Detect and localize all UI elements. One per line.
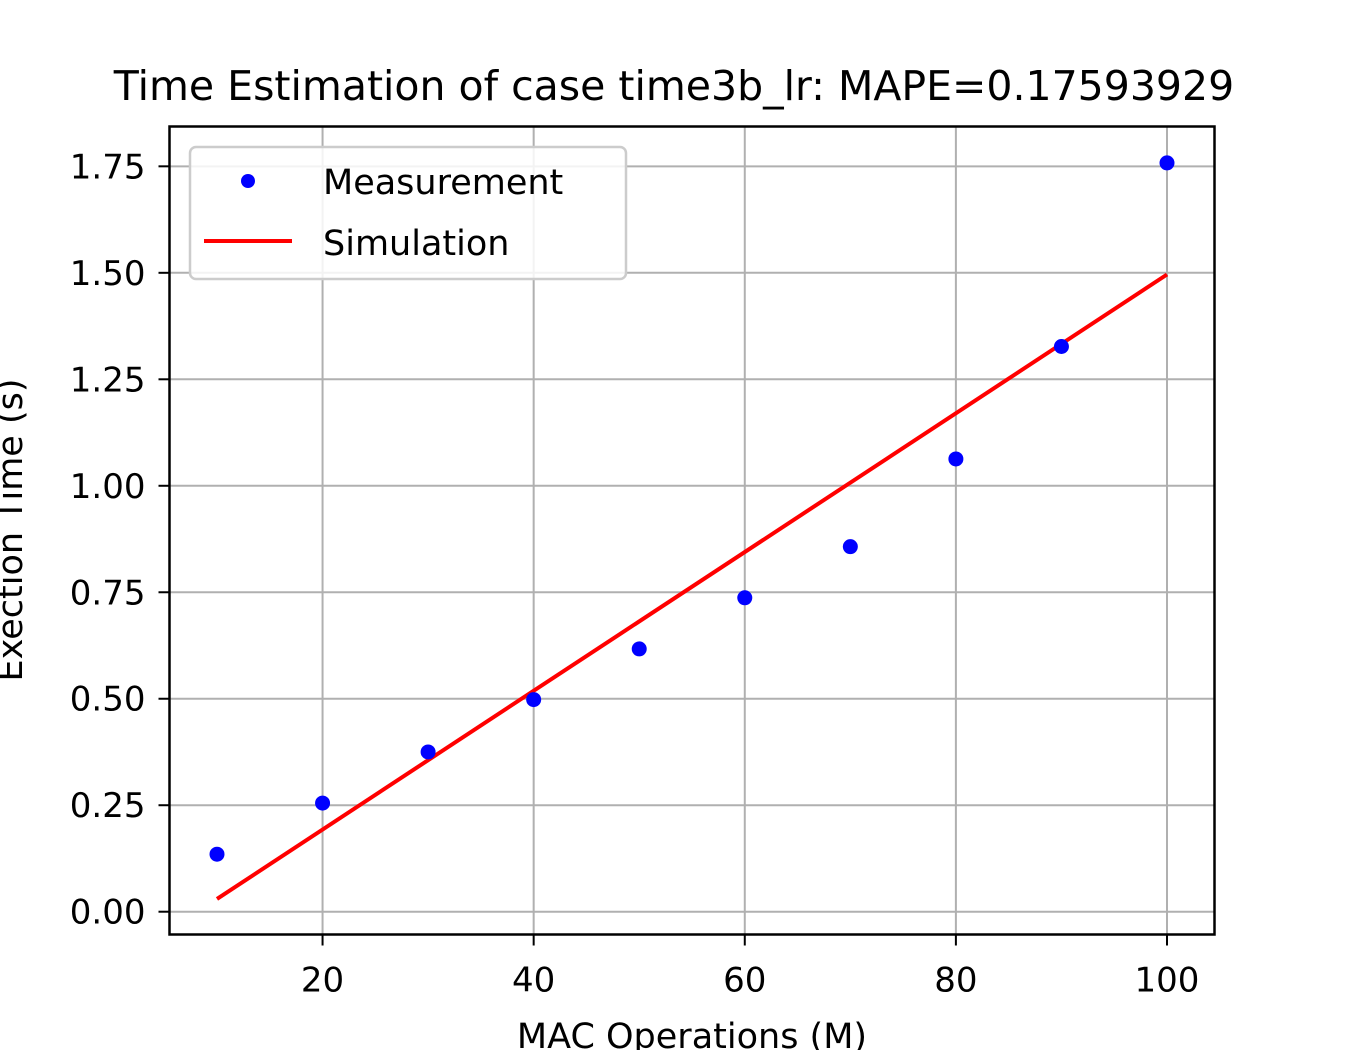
chart-title: Time Estimation of case time3b_lr: MAPE=… [113,62,1234,110]
measurement-point [1053,338,1069,354]
x-tick-label: 60 [723,961,766,1001]
x-tick-label: 20 [301,961,344,1001]
y-tick-label: 0.00 [70,893,146,933]
measurement-point [948,451,964,467]
measurement-point [420,744,436,760]
measurement-series [209,155,1175,862]
y-tick-label: 0.50 [70,680,146,720]
measurement-point [631,641,647,657]
y-tick-label: 1.25 [70,360,146,400]
measurement-point [526,692,542,708]
y-tick-label: 1.75 [70,147,146,187]
legend-label-simulation: Simulation [323,224,509,264]
y-tick-label: 0.75 [70,573,146,613]
legend: Measurement Simulation [188,145,628,281]
y-axis-label: Exection Time (s) [0,378,31,681]
y-tick-label: 1.00 [70,467,146,507]
measurement-point [1159,155,1175,171]
y-tick-label: 1.50 [70,254,146,294]
x-axis-label: MAC Operations (M) [517,1017,867,1050]
legend-box [188,145,628,281]
x-tick-label: 100 [1135,961,1200,1001]
y-tick-label: 0.25 [70,786,146,826]
plot-frame [168,125,1216,936]
legend-marker-measurement [241,174,255,188]
measurement-point [315,795,331,811]
measurement-point [209,846,225,862]
x-tick-label: 40 [512,961,555,1001]
measurement-point [842,539,858,555]
simulation-line [215,272,1169,901]
x-axis: 20 40 60 80 100 [301,934,1200,1001]
x-tick-label: 80 [934,961,977,1001]
y-axis: 0.00 0.25 0.50 0.75 1.00 1.25 1.50 1.75 [70,147,170,933]
measurement-point [737,590,753,606]
simulation-series [215,272,1169,901]
legend-label-measurement: Measurement [323,163,563,203]
